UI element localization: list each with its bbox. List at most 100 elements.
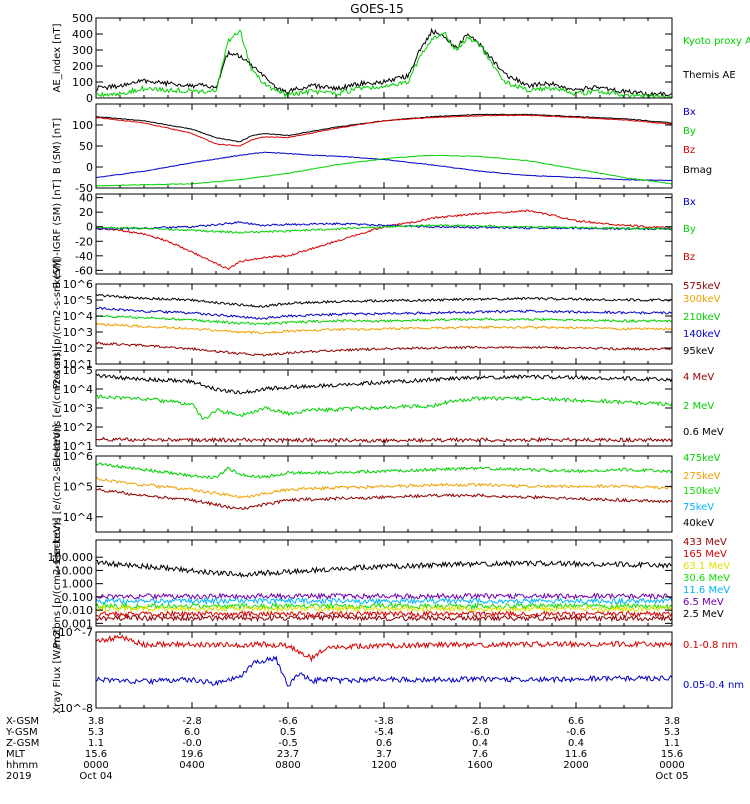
legend-bigrf-2: Bz <box>683 252 695 263</box>
x-cell: 2.8 <box>472 716 488 727</box>
x-cell: 1.1 <box>88 738 104 749</box>
x-axis-info-table: X-GSMY-GSMZ-GSMMLThhmm20193.85.31.115.60… <box>5 716 689 782</box>
x-cell: 19.6 <box>181 749 203 760</box>
x-cell: 1.1 <box>664 738 680 749</box>
x-cell: 11.6 <box>565 749 587 760</box>
y-tick-label: 10^5 <box>63 294 93 307</box>
legend-electrons_low-2: 150keV <box>683 486 721 497</box>
y-tick-label: 10^4 <box>63 310 93 323</box>
series-electrons_high-2 <box>95 436 673 444</box>
y-tick-label: 20 <box>79 206 93 219</box>
legend-bsm-1: By <box>683 126 696 137</box>
y-tick-label: 10.000 <box>55 564 94 577</box>
legend-protons_high-1: 165 MeV <box>683 549 727 560</box>
y-tick-label: 10^4 <box>63 383 93 396</box>
series-protons_low-2 <box>95 314 673 326</box>
y-tick-label: 10^5 <box>63 480 93 493</box>
x-cell: -5.4 <box>374 727 394 738</box>
x-cell: 0000 <box>659 760 684 771</box>
series-xray-1 <box>95 655 673 687</box>
panel-protons_high: 0.0010.0100.1001.00010.000100.000Protons… <box>48 518 731 649</box>
series-protons_high-3 <box>95 601 673 611</box>
panel-frame <box>95 283 673 365</box>
y-tick-label: 10^6 <box>63 450 93 463</box>
panel-frame <box>95 455 673 533</box>
series-bsm-0 <box>95 113 673 143</box>
x-cell: 15.6 <box>661 749 683 760</box>
legend-protons_high-3: 30.6 MeV <box>683 573 730 584</box>
x-cell: 15.6 <box>85 749 107 760</box>
y-tick-label: 0.100 <box>62 591 94 604</box>
legend-bigrf-1: By <box>683 224 696 235</box>
y-tick-label: 10^1 <box>63 358 93 371</box>
legend-bigrf-0: Bx <box>683 197 696 208</box>
y-tick-label: 1.000 <box>62 578 94 591</box>
y-axis-label: AE_index [nT] <box>52 23 63 92</box>
series-electrons_low-0 <box>95 462 673 479</box>
y-tick-label: 10^6 <box>63 278 93 291</box>
y-tick-label: 10^-7 <box>59 626 93 639</box>
series-protons_low-4 <box>95 341 673 357</box>
x-cell: 6.0 <box>184 727 200 738</box>
x-cell: -0.6 <box>566 727 586 738</box>
x-cell: 3.8 <box>664 716 680 727</box>
legend-electrons_low-3: 75keV <box>683 502 714 513</box>
series-protons_high-2 <box>95 596 673 606</box>
y-tick-label: 0.010 <box>62 604 94 617</box>
x-cell: -0.5 <box>278 738 298 749</box>
legend-ae-0: Kyoto proxy AE <box>683 36 750 47</box>
legend-xray-1: 0.05-0.4 nm <box>683 680 744 691</box>
series-protons_high-4 <box>95 604 673 614</box>
series-electrons_high-1 <box>95 394 673 420</box>
x-cell: 0800 <box>275 760 300 771</box>
legend-protons_low-2: 210keV <box>683 312 721 323</box>
x-cell: 0000 <box>83 760 108 771</box>
y-tick-label: 50 <box>79 140 93 153</box>
y-tick-label: -50 <box>75 182 93 195</box>
series-bigrf-2 <box>95 223 673 234</box>
x-cell: 3.8 <box>88 716 104 727</box>
y-tick-label: 10^4 <box>63 511 93 524</box>
x-cell: -6.6 <box>278 716 298 727</box>
y-axis-label: Protons [p/(cm2-s-sr-keV)] <box>52 518 63 649</box>
legend-protons_high-0: 433 MeV <box>683 537 727 548</box>
series-protons_high-0 <box>95 559 673 579</box>
x-cell: -6.0 <box>470 727 490 738</box>
series-bigrf-1 <box>96 221 673 231</box>
legend-bsm-2: Bz <box>683 145 695 156</box>
legend-protons_high-5: 6.5 MeV <box>683 597 724 608</box>
y-tick-label: 0 <box>86 92 93 105</box>
series-ae-0 <box>95 27 673 98</box>
y-axis-label: Protons [p/(cm2-s-sr-keV)] <box>52 259 63 390</box>
x-cell: 1200 <box>371 760 396 771</box>
legend-protons_low-4: 95keV <box>683 346 714 357</box>
y-tick-label: 10^2 <box>63 421 93 434</box>
legend-electrons_low-1: 275keV <box>683 471 721 482</box>
legend-electrons_high-1: 2 MeV <box>683 401 714 412</box>
y-tick-label: 0 <box>86 161 93 174</box>
y-tick-label: 10^3 <box>63 402 93 415</box>
y-axis-label: Xray Flux [W/m2] <box>52 626 63 713</box>
x-cell: -2.8 <box>182 716 202 727</box>
x-cell: 2000 <box>563 760 588 771</box>
legend-electrons_low-4: 40keV <box>683 518 714 529</box>
plot-title: GOES-15 <box>350 2 404 16</box>
x-cell: -3.8 <box>374 716 394 727</box>
legend-bsm-3: Bmag <box>683 165 712 176</box>
series-xray-0 <box>95 634 673 663</box>
y-tick-label: 10^3 <box>63 326 93 339</box>
series-electrons_low-2 <box>95 487 672 510</box>
series-protons_high-6 <box>95 613 673 623</box>
y-tick-label: -60 <box>75 264 93 277</box>
x-cell: -0.0 <box>182 738 202 749</box>
y-tick-label: 100 <box>72 76 93 89</box>
y-axis-label: B (SM) [nT] <box>52 118 63 174</box>
y-tick-label: 200 <box>72 60 93 73</box>
legend-bsm-0: Bx <box>683 107 696 118</box>
series-protons_high-1 <box>95 592 673 601</box>
y-tick-label: 400 <box>72 28 93 41</box>
